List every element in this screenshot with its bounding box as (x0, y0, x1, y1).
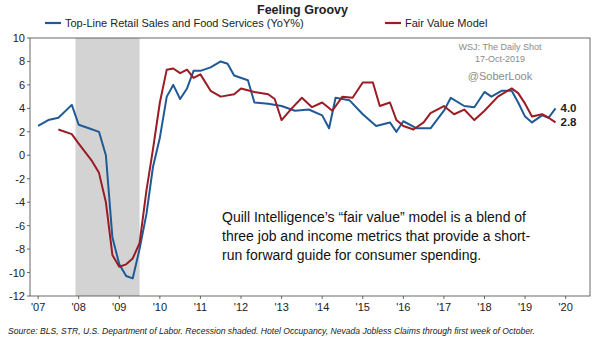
note-text: Quill Intelligence’s “fair value” model … (222, 209, 526, 225)
y-tick (27, 131, 30, 132)
x-tick-label: '14 (315, 301, 329, 313)
x-tick-label: '16 (396, 301, 410, 313)
y-tick (27, 178, 30, 179)
series-line (58, 68, 555, 266)
y-tick (27, 249, 30, 250)
y-tick (27, 225, 30, 226)
y-tick (27, 84, 30, 85)
y-tick (27, 155, 30, 156)
y-tick-label: -4 (15, 196, 25, 208)
legend-label: Top-Line Retail Sales and Food Services … (65, 17, 304, 29)
source: Source: BLS, STR, U.S. Department of Lab… (8, 326, 535, 336)
series-line (38, 61, 555, 278)
note-text: run forward guide for consumer spending. (222, 247, 481, 263)
x-tick (281, 296, 282, 299)
credit-text: @SoberLook (468, 70, 533, 82)
x-tick (159, 296, 160, 299)
credit-text: 17-Oct-2019 (475, 54, 525, 64)
y-tick (27, 108, 30, 109)
chart-svg: Feeling Groovy -12 -10 -8 -6 -4 -2 0 2 4 6 8 10 '07 '0… (0, 0, 605, 341)
x-tick-label: '07 (31, 301, 45, 313)
x-tick-label: '11 (194, 301, 208, 313)
note-text: three job and income metrics that provid… (222, 228, 530, 244)
x-tick (200, 296, 201, 299)
y-tick-label: -6 (15, 220, 25, 232)
x-tick-label: '13 (274, 301, 288, 313)
plot-data (38, 38, 555, 296)
x-tick (78, 296, 79, 299)
x-tick-label: '09 (112, 301, 126, 313)
x-tick (119, 296, 120, 299)
y-tick (27, 38, 30, 39)
y-tick-label: -10 (9, 267, 25, 279)
x-tick-label: '15 (356, 301, 370, 313)
y-tick (27, 296, 30, 297)
x-tick (362, 296, 363, 299)
y-tick-label: 0 (19, 149, 25, 161)
y-tick-label: -12 (9, 290, 25, 302)
y-tick-label: 2 (19, 126, 25, 138)
x-tick (241, 296, 242, 299)
x-tick-label: '17 (437, 301, 451, 313)
y-tick (27, 61, 30, 62)
x-tick-label: '19 (518, 301, 532, 313)
x-tick (38, 296, 39, 299)
x-tick-label: '08 (72, 301, 86, 313)
y-tick-label: 10 (13, 32, 25, 44)
x-tick (322, 296, 323, 299)
credit-text: WSJ: The Daily Shot (459, 42, 542, 52)
legend-label: Fair Value Model (405, 17, 487, 29)
x-tick (565, 296, 566, 299)
x-tick-label: '10 (153, 301, 167, 313)
y-tick (27, 272, 30, 273)
y-tick-label: 6 (19, 79, 25, 91)
y-tick-label: 8 (19, 55, 25, 67)
y-tick (27, 202, 30, 203)
x-tick (403, 296, 404, 299)
y-tick-label: -2 (15, 173, 25, 185)
y-tick-label: 4 (19, 102, 25, 114)
x-tick-label: '12 (234, 301, 248, 313)
end-label: 4.0 (561, 102, 577, 114)
y-tick-label: -8 (15, 243, 25, 255)
legend-swatch (385, 22, 401, 24)
x-tick (443, 296, 444, 299)
legend-swatch (45, 22, 61, 24)
x-tick (525, 296, 526, 299)
end-label: 2.8 (561, 116, 578, 128)
x-tick (484, 296, 485, 299)
chart-container: Feeling Groovy -12 -10 -8 -6 -4 -2 0 2 4 6 8 10 '07 '0… (0, 0, 605, 341)
x-tick-label: '18 (477, 301, 491, 313)
plot-frame (30, 38, 590, 296)
x-tick-label: '20 (558, 301, 572, 313)
title: Feeling Groovy (257, 3, 348, 17)
